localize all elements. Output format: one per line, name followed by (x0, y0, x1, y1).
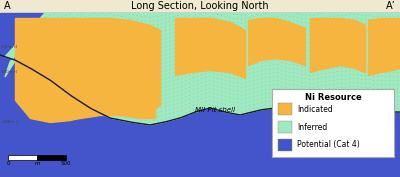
Text: MII Pit shell: MII Pit shell (195, 107, 235, 113)
FancyBboxPatch shape (272, 89, 394, 157)
Bar (0, 0, 400, 13)
Text: Potential (Cat 4): Potential (Cat 4) (297, 141, 360, 150)
Bar (278, 121, 292, 133)
Text: A: A (4, 1, 11, 11)
Text: 100m rl: 100m rl (1, 70, 17, 74)
Text: Long Section, Looking North: Long Section, Looking North (131, 1, 269, 11)
Polygon shape (5, 13, 400, 125)
Text: 0: 0 (6, 161, 10, 166)
Text: Inferred: Inferred (297, 122, 327, 132)
Text: 500: 500 (61, 161, 71, 166)
Text: Indicated: Indicated (297, 104, 333, 113)
Bar (278, 139, 292, 151)
Text: -380m rl: -380m rl (1, 120, 19, 124)
Text: Ni Resource: Ni Resource (305, 93, 361, 102)
Text: 600m rl: 600m rl (1, 45, 17, 49)
Text: A’: A’ (386, 1, 396, 11)
Text: m: m (34, 161, 40, 166)
Bar (8, 155, 37, 160)
Bar (278, 103, 292, 115)
Bar (37, 155, 66, 160)
